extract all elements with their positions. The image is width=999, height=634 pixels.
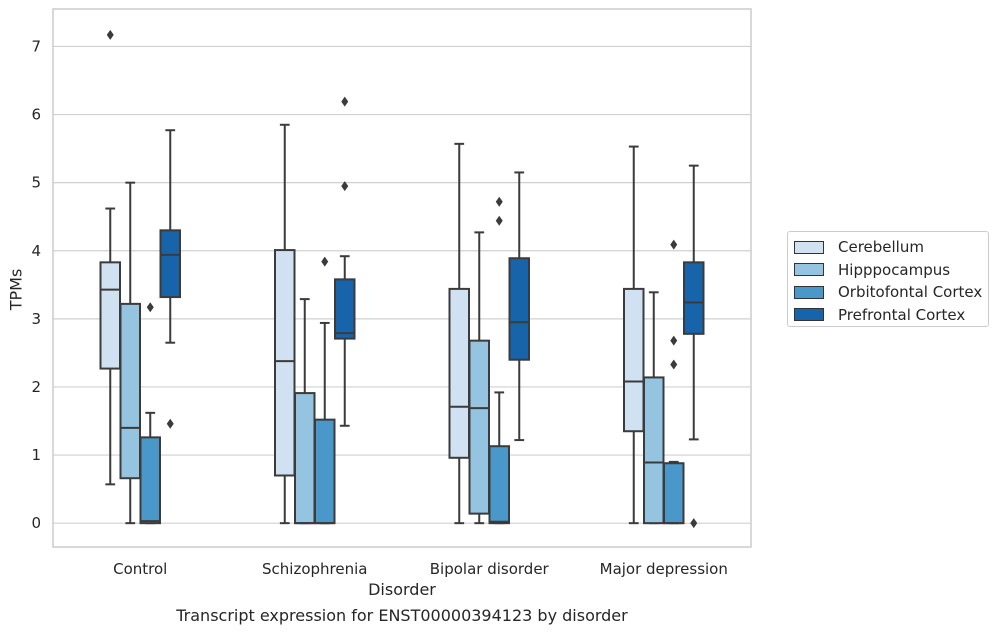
box-body	[274, 249, 296, 477]
box-3-0	[159, 129, 181, 429]
box-2-2	[488, 196, 510, 525]
box-2-1	[314, 256, 336, 525]
legend-swatch	[794, 285, 824, 299]
box-0-1	[274, 123, 296, 525]
box-0-3	[623, 145, 645, 525]
box-series	[99, 29, 705, 529]
box-body	[294, 392, 316, 525]
box-2-0	[139, 302, 161, 525]
box-3-1	[334, 96, 356, 427]
x-tick-label: Control	[113, 560, 167, 578]
x-tick-label: Major depression	[600, 560, 728, 578]
legend-label: Cerebellum	[838, 238, 924, 257]
box-body	[314, 418, 336, 525]
legend-swatch	[794, 263, 824, 277]
legend-item-prefrontal: Prefrontal Cortex	[794, 304, 988, 327]
box-3-2	[508, 171, 530, 442]
legend-item-hippocampus: Hipppocampus	[794, 259, 988, 282]
box-1-1	[294, 298, 316, 525]
box-2-3	[663, 239, 685, 525]
y-axis-label: TPMs	[6, 268, 26, 311]
chart-title: Transcript expression for ENST0000039412…	[176, 606, 628, 625]
outlier-point	[670, 359, 678, 370]
x-tick-label: Schizophrenia	[262, 560, 367, 578]
x-axis-label: Disorder	[368, 580, 436, 599]
outlier-point	[690, 518, 698, 529]
plot-frame	[52, 8, 752, 548]
y-tick-label: 1	[31, 446, 41, 464]
y-tick-label: 0	[31, 514, 41, 532]
legend-swatch	[794, 240, 824, 254]
box-body	[683, 261, 705, 335]
box-body	[488, 445, 510, 525]
box-body	[468, 339, 490, 515]
box-body	[508, 257, 530, 361]
x-tick-labels: Control Schizophrenia Bipolar disorder Majo…	[113, 560, 728, 578]
outlier-point	[321, 256, 329, 267]
legend-item-orbitofrontal: Orbitofontal Cortex	[794, 281, 988, 304]
y-tick-label: 2	[31, 378, 41, 396]
legend: Cerebellum Hipppocampus Orbitofontal Cor…	[787, 231, 989, 327]
box-body	[159, 229, 181, 299]
y-tick-label: 6	[31, 106, 41, 124]
outlier-point	[146, 302, 154, 313]
box-body	[448, 287, 470, 459]
box-body	[643, 376, 665, 525]
box-0-2	[448, 142, 470, 525]
y-tick-label: 4	[31, 242, 41, 260]
y-tick-label: 7	[31, 37, 41, 55]
box-body	[99, 261, 121, 370]
legend-label: Orbitofontal Cortex	[838, 283, 983, 302]
box-1-0	[119, 181, 141, 525]
outlier-point	[495, 196, 503, 207]
box-1-3	[643, 291, 665, 525]
outlier-point	[670, 335, 678, 346]
y-tick-labels: 0 1 2 3 4 5 6 7	[31, 37, 41, 532]
outlier-point	[341, 181, 349, 192]
legend-swatch	[794, 308, 824, 322]
outlier-point	[341, 96, 349, 107]
outlier-point	[166, 418, 174, 429]
box-3-3	[683, 164, 705, 529]
legend-label: Prefrontal Cortex	[838, 305, 966, 324]
x-tick-label: Bipolar disorder	[430, 560, 550, 578]
y-tick-label: 3	[31, 310, 41, 328]
box-0-0	[99, 29, 121, 486]
outlier-point	[106, 29, 114, 40]
outlier-point	[495, 215, 503, 226]
legend-item-cerebellum: Cerebellum	[794, 236, 988, 259]
box-body	[663, 462, 685, 525]
y-tick-label: 5	[31, 174, 41, 192]
legend-label: Hipppocampus	[838, 260, 951, 279]
outlier-point	[670, 239, 678, 250]
box-body	[334, 278, 356, 340]
box-1-2	[468, 231, 490, 525]
box-body	[139, 436, 161, 525]
box-body	[623, 287, 645, 433]
box-body	[119, 302, 141, 480]
